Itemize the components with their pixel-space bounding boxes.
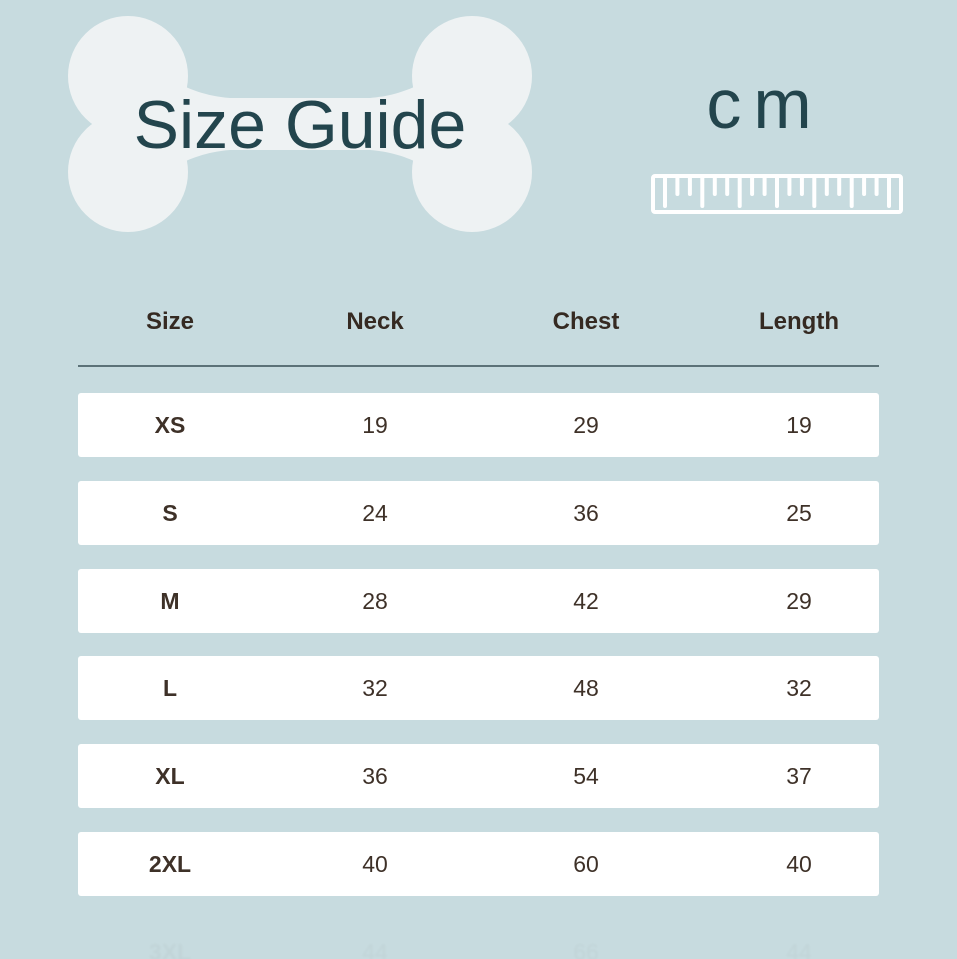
svg-text:Size Guide: Size Guide: [134, 87, 467, 163]
svg-text:cm: cm: [706, 65, 823, 143]
